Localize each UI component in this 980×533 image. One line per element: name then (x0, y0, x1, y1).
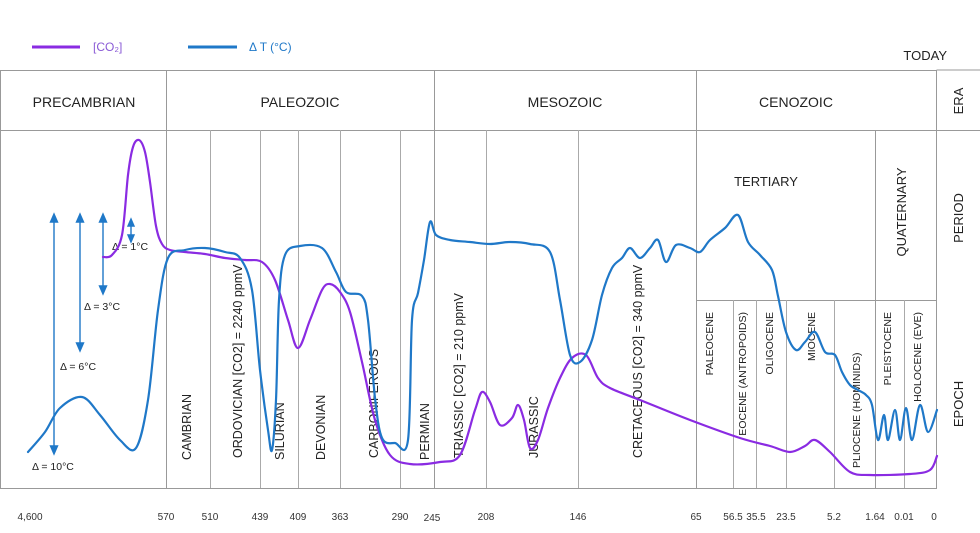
period-label-5: PERMIAN (418, 403, 432, 460)
era-precambrian: PRECAMBRIAN (33, 94, 136, 110)
epoch-label-6: HOLOCENE (EVE) (912, 312, 924, 402)
x-tick-16: 0.01 (894, 512, 914, 523)
x-tick-4: 409 (290, 512, 307, 523)
delta-6-label: Δ = 6°C (60, 361, 96, 373)
period-labels: CAMBRIAN ORDOVICIAN [CO2] = 2240 ppmV SILU… (180, 264, 645, 460)
epoch-label-3: MIOCENE (806, 312, 818, 361)
epoch-label-4: PLIOCENE (HOMINIDS) (851, 352, 863, 468)
period-label-2: SILURIAN (273, 402, 287, 460)
delta-labels: Δ = 1°C Δ = 3°C Δ = 6°C Δ = 10°C (32, 241, 148, 473)
x-tick-9: 146 (570, 512, 587, 523)
period-label-6: TRIASSIC [CO2] = 210 ppmV (452, 292, 466, 458)
x-tick-11: 56.5 (723, 512, 743, 523)
delta-10-label: Δ = 10°C (32, 461, 74, 473)
chart-frame (0, 69, 980, 489)
period-label-1: ORDOVICIAN [CO2] = 2240 ppmV (231, 264, 245, 458)
delta-3-label: Δ = 3°C (84, 301, 120, 313)
x-tick-12: 35.5 (746, 512, 766, 523)
x-tick-15: 1.64 (865, 512, 885, 523)
epoch-labels: PALEOCENE EOCENE (ANTROPOIDS) OLIGOCENE MIO… (704, 312, 924, 468)
x-tick-8: 208 (478, 512, 495, 523)
period-label-4: CARBONIFEROUS (367, 349, 381, 458)
legend-co2-label: [CO₂] (93, 40, 122, 54)
series-layer (26, 138, 939, 477)
x-tick-14: 5.2 (827, 512, 841, 523)
quaternary-label: QUATERNARY (894, 167, 909, 256)
row-labels: ERA PERIOD EPOCH (951, 87, 966, 427)
x-axis-ticks: 4,600 570 510 439 409 363 290 245 208 146 65 56.5 35… (17, 512, 937, 524)
period-label-3: DEVONIAN (314, 395, 328, 460)
x-tick-5: 363 (332, 512, 349, 523)
x-tick-2: 510 (202, 512, 219, 523)
x-tick-1: 570 (158, 512, 175, 523)
row-label-period: PERIOD (951, 193, 966, 243)
x-tick-17: 0 (931, 512, 937, 523)
x-tick-10: 65 (690, 512, 702, 523)
period-label-0: CAMBRIAN (180, 394, 194, 460)
series-co2-line (101, 138, 939, 477)
era-mesozoic: MESOZOIC (528, 94, 603, 110)
series-temperature-line (26, 213, 939, 454)
today-label: TODAY (903, 48, 947, 63)
row-label-era: ERA (951, 87, 966, 114)
epoch-label-2: OLIGOCENE (764, 312, 776, 374)
era-cenozoic: CENOZOIC (759, 94, 833, 110)
x-tick-13: 23.5 (776, 512, 796, 523)
row-label-epoch: EPOCH (951, 381, 966, 427)
era-paleozoic: PALEOZOIC (260, 94, 339, 110)
legend-temp-label: Δ T (°C) (249, 40, 292, 54)
period-dividers (210, 130, 905, 488)
x-tick-0: 4,600 (17, 512, 42, 523)
legend: [CO₂] Δ T (°C) (32, 40, 292, 54)
period-label-8: CRETACEOUS [CO2] = 340 ppmV (631, 264, 645, 458)
delta-1-label: Δ = 1°C (112, 241, 148, 253)
epoch-label-1: EOCENE (ANTROPOIDS) (737, 312, 749, 436)
era-labels: PRECAMBRIAN PALEOZOIC MESOZOIC CENOZOIC (33, 94, 833, 110)
tertiary-label: TERTIARY (734, 174, 798, 189)
x-tick-6: 290 (392, 512, 409, 523)
epoch-label-5: PLEISTOCENE (882, 312, 894, 385)
delta-arrows (49, 212, 136, 456)
x-tick-7: 245 (424, 513, 441, 524)
x-tick-3: 439 (252, 512, 269, 523)
epoch-label-0: PALEOCENE (704, 312, 716, 375)
